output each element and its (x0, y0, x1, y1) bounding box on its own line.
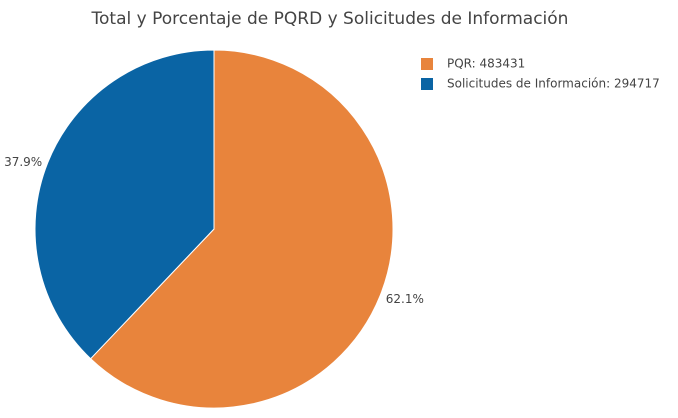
pie-slice (89, 49, 394, 409)
chart-title: Total y Porcentaje de PQRD y Solicitudes… (91, 9, 569, 29)
legend-swatch (421, 78, 433, 90)
slice-label: 62.1% (386, 292, 424, 306)
legend-label: Solicitudes de Información: 294717 (447, 77, 660, 91)
legend-label: PQR: 483431 (447, 57, 525, 71)
pie-slice (34, 49, 215, 360)
slice-label: 37.9% (4, 155, 42, 169)
legend-swatch (421, 58, 433, 70)
